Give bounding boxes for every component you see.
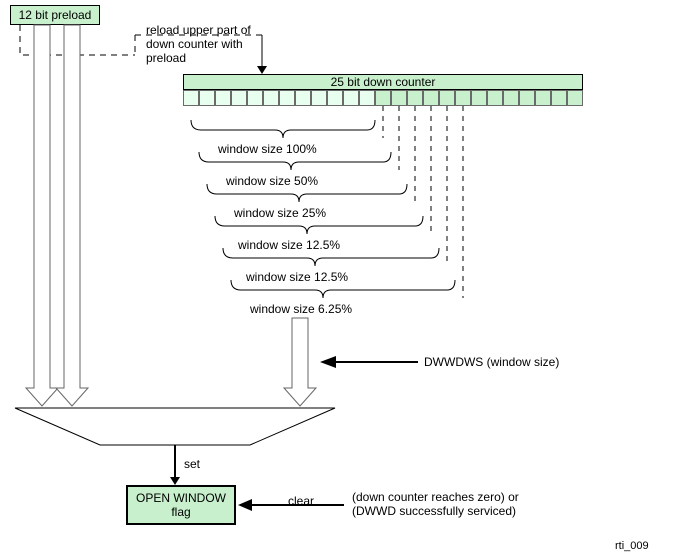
svg-overlay: [0, 0, 675, 560]
window-arrow-down: [284, 318, 316, 406]
preload-arrow-left: [26, 25, 58, 406]
diagram-canvas: 12 bit preload reload upper part of down…: [0, 0, 675, 560]
preload-arrow-right: [56, 25, 88, 406]
